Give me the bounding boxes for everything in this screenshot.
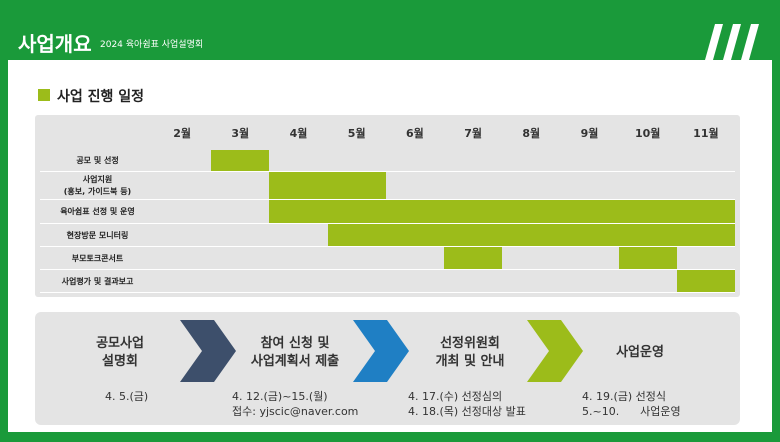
step-detail: 5.~10. 사업운영 [582, 405, 681, 418]
schedule-heading: 사업 진행 일정 [57, 89, 145, 105]
step-title: 설명회 [102, 354, 138, 369]
step-title: 사업계획서 제출 [250, 354, 340, 369]
step-title: 선정위원회 [440, 336, 500, 351]
step-detail: 4. 17.(수) 선정심의 [408, 390, 503, 403]
arrows [180, 320, 583, 382]
row-line [40, 269, 735, 270]
row-line [40, 171, 735, 172]
month-label: 11월 [693, 127, 719, 140]
row-label: 공모 및 선정 [76, 156, 119, 165]
step-title: 개최 및 안내 [435, 354, 505, 369]
row-label: 부모토크콘서트 [71, 253, 124, 263]
step-title: 사업운영 [616, 345, 664, 360]
step-title: 공모사업 [96, 336, 144, 351]
row-label: 사업지원 [82, 175, 113, 184]
month-label: 7월 [464, 127, 482, 140]
row-label: 사업평가 및 결과보고 [61, 276, 134, 286]
gantt-bar [618, 247, 677, 269]
step-title: 참여 신청 및 [260, 336, 330, 351]
gantt-bar [444, 247, 503, 269]
month-label: 2월 [173, 127, 191, 140]
step-detail: 4. 12.(금)~15.(월) [232, 390, 328, 403]
row-label: 현장방문 모니터링 [66, 230, 129, 240]
row-label: (홍보, 가이드북 등) [63, 187, 132, 196]
row-line [40, 292, 735, 293]
row-line [40, 246, 735, 247]
gantt-bar [269, 172, 386, 199]
row-line [40, 223, 735, 224]
step-detail: 4. 5.(금) [105, 390, 149, 403]
subtitle: 2024 육아쉼표 사업설명회 [100, 40, 204, 50]
month-label: 3월 [231, 127, 250, 140]
row-label: 육아쉼표 선정 및 운영 [60, 207, 135, 216]
month-label: 9월 [580, 127, 599, 140]
gantt-bar [269, 200, 735, 223]
row-line [40, 199, 735, 200]
bullet [38, 89, 50, 101]
step-detail: 접수: yjscic@naver.com [232, 405, 359, 418]
title: 사업개요 [18, 32, 92, 56]
step-detail: 4. 19.(금) 선정식 [582, 390, 667, 403]
month-label: 8월 [522, 127, 541, 140]
gantt-bar [327, 224, 735, 246]
month-label: 5월 [347, 127, 366, 140]
gantt-bar [676, 270, 735, 292]
month-label: 10월 [634, 127, 661, 140]
step-detail: 4. 18.(목) 선정대상 발표 [408, 405, 526, 418]
slashes [705, 24, 759, 60]
month-label: 6월 [406, 127, 424, 140]
month-label: 4월 [289, 127, 308, 140]
gantt-bar [211, 150, 270, 171]
